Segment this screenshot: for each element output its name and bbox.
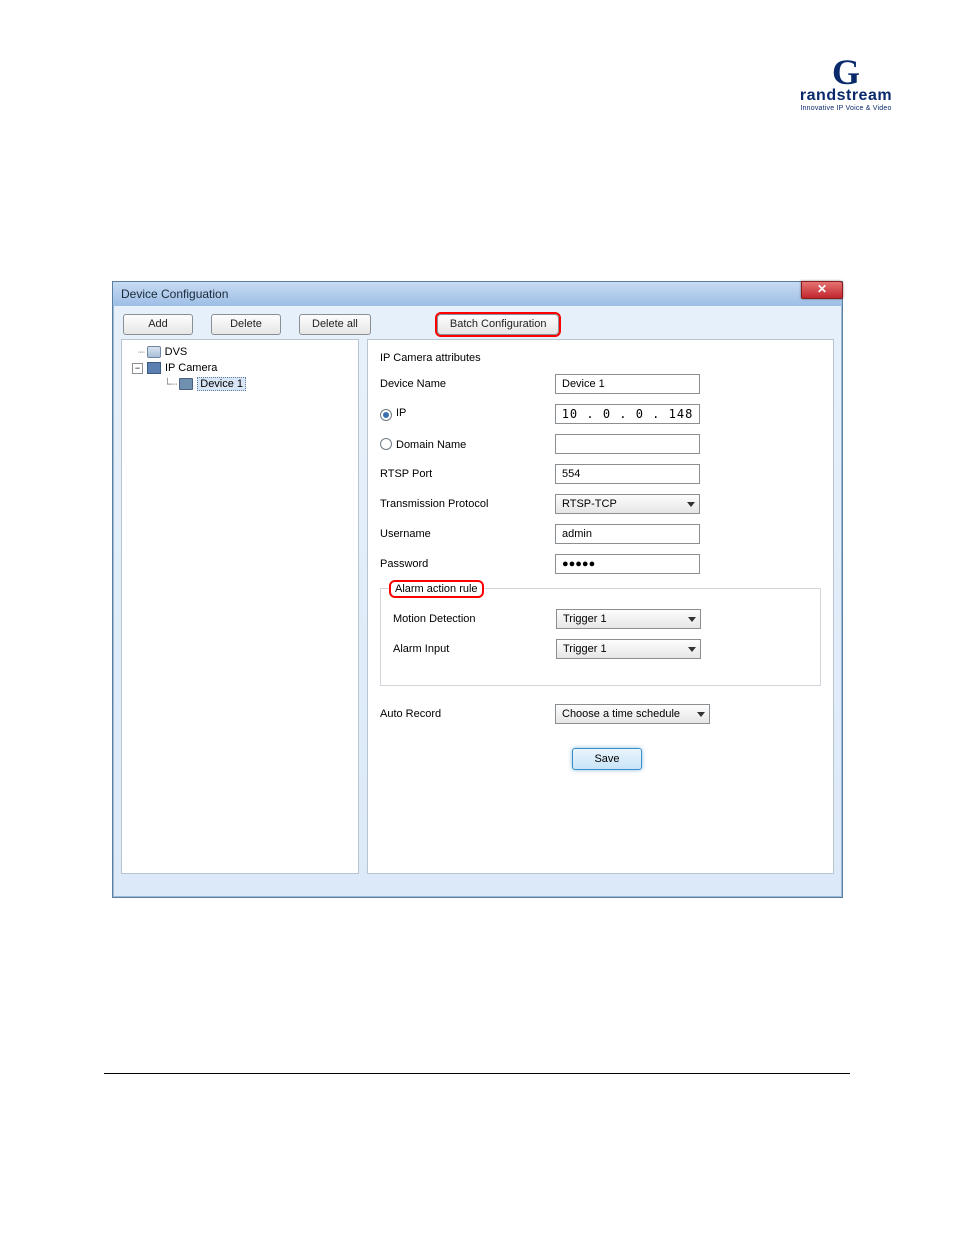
row-alarm-input: Alarm Input Trigger 1 bbox=[393, 639, 808, 659]
protocol-label: Transmission Protocol bbox=[380, 498, 555, 510]
tree-node-device-1[interactable]: └┈ Device 1 bbox=[124, 376, 356, 392]
auto-record-label: Auto Record bbox=[380, 708, 555, 720]
ip-input[interactable]: 10 . 0 . 0 . 148 bbox=[555, 404, 700, 424]
row-username: Username admin bbox=[380, 524, 821, 544]
chevron-down-icon bbox=[688, 617, 696, 622]
chevron-down-icon bbox=[697, 712, 705, 717]
alarm-input-label: Alarm Input bbox=[393, 643, 556, 655]
logo-initial: G bbox=[832, 62, 860, 84]
tree-label-selected: Device 1 bbox=[197, 377, 246, 391]
logo-wordmark: randstream bbox=[800, 87, 892, 105]
device-name-label: Device Name bbox=[380, 378, 555, 390]
row-domain: Domain Name bbox=[380, 434, 821, 454]
alarm-action-groupbox: Alarm action rule Motion Detection Trigg… bbox=[380, 588, 821, 686]
domain-radio[interactable] bbox=[380, 438, 392, 450]
row-ip: IP 10 . 0 . 0 . 148 bbox=[380, 404, 821, 424]
batch-configuration-button[interactable]: Batch Configuration bbox=[437, 314, 560, 335]
protocol-value: RTSP-TCP bbox=[562, 498, 617, 510]
alarm-input-select[interactable]: Trigger 1 bbox=[556, 639, 701, 659]
window-title: Device Configuation bbox=[121, 287, 228, 301]
username-label: Username bbox=[380, 528, 555, 540]
attributes-group-title: IP Camera attributes bbox=[380, 352, 821, 364]
add-button[interactable]: Add bbox=[123, 314, 193, 335]
ip-radio-label[interactable]: IP bbox=[380, 407, 555, 421]
alarm-input-value: Trigger 1 bbox=[563, 643, 607, 655]
password-label: Password bbox=[380, 558, 555, 570]
row-password: Password ●●●●● bbox=[380, 554, 821, 574]
window-body: ┈ DVS − IP Camera └┈ Device 1 IP Camera … bbox=[113, 339, 842, 882]
rtsp-port-label: RTSP Port bbox=[380, 468, 555, 480]
tree-node-dvs[interactable]: ┈ DVS bbox=[124, 344, 356, 360]
tree-expander-icon[interactable]: − bbox=[132, 363, 143, 374]
camera-folder-icon bbox=[147, 362, 161, 374]
rtsp-port-input[interactable]: 554 bbox=[555, 464, 700, 484]
delete-button[interactable]: Delete bbox=[211, 314, 281, 335]
auto-record-select[interactable]: Choose a time schedule bbox=[555, 704, 710, 724]
save-button[interactable]: Save bbox=[572, 748, 642, 770]
row-device-name: Device Name Device 1 bbox=[380, 374, 821, 394]
chevron-down-icon bbox=[687, 502, 695, 507]
brand-logo: Grandstream Innovative IP Voice & Video bbox=[791, 62, 901, 112]
domain-radio-label[interactable]: Domain Name bbox=[380, 438, 555, 451]
device-tree: ┈ DVS − IP Camera └┈ Device 1 bbox=[121, 339, 359, 874]
tree-label: DVS bbox=[165, 346, 188, 358]
attributes-panel: IP Camera attributes Device Name Device … bbox=[367, 339, 834, 874]
tree-label: IP Camera bbox=[165, 362, 217, 374]
auto-record-value: Choose a time schedule bbox=[562, 708, 680, 720]
toolbar: Add Delete Delete all Batch Configuratio… bbox=[113, 306, 842, 339]
chevron-down-icon bbox=[688, 647, 696, 652]
device-configuration-window: Device Configuation ✕ Add Delete Delete … bbox=[112, 281, 843, 898]
dvs-icon bbox=[147, 346, 161, 358]
close-button[interactable]: ✕ bbox=[801, 281, 843, 299]
device-icon bbox=[179, 378, 193, 390]
row-auto-record: Auto Record Choose a time schedule bbox=[380, 704, 821, 724]
tree-connector-icon: ┈ bbox=[138, 346, 145, 359]
tree-node-ip-camera[interactable]: − IP Camera bbox=[124, 360, 356, 376]
ip-radio[interactable] bbox=[380, 409, 392, 421]
row-protocol: Transmission Protocol RTSP-TCP bbox=[380, 494, 821, 514]
device-name-input[interactable]: Device 1 bbox=[555, 374, 700, 394]
username-input[interactable]: admin bbox=[555, 524, 700, 544]
tree-connector-icon: └┈ bbox=[164, 378, 177, 391]
alarm-action-title: Alarm action rule bbox=[389, 580, 484, 598]
close-icon: ✕ bbox=[817, 282, 827, 296]
logo-tagline: Innovative IP Voice & Video bbox=[791, 105, 901, 112]
delete-all-button[interactable]: Delete all bbox=[299, 314, 371, 335]
domain-input[interactable] bbox=[555, 434, 700, 454]
motion-detection-select[interactable]: Trigger 1 bbox=[556, 609, 701, 629]
motion-detection-value: Trigger 1 bbox=[563, 613, 607, 625]
password-input[interactable]: ●●●●● bbox=[555, 554, 700, 574]
row-motion-detection: Motion Detection Trigger 1 bbox=[393, 609, 808, 629]
window-titlebar[interactable]: Device Configuation ✕ bbox=[113, 282, 842, 306]
page-divider bbox=[104, 1073, 850, 1074]
row-rtsp: RTSP Port 554 bbox=[380, 464, 821, 484]
protocol-select[interactable]: RTSP-TCP bbox=[555, 494, 700, 514]
motion-detection-label: Motion Detection bbox=[393, 613, 556, 625]
